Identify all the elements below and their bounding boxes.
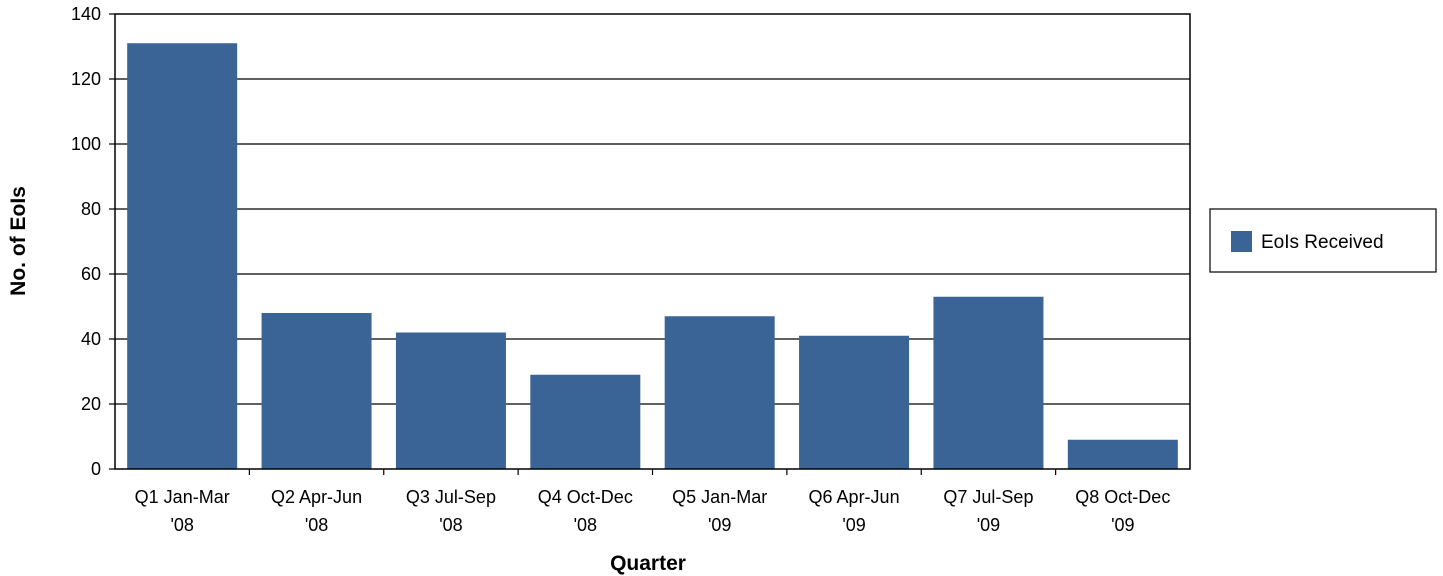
x-tick-label: Q8 Oct-Dec [1075,487,1170,507]
x-tick-label: Q6 Apr-Jun [809,487,900,507]
bar [1067,439,1178,469]
x-tick-label: '09 [1111,515,1134,535]
bar [127,43,238,469]
y-tick-label: 120 [71,69,101,89]
x-tick-label: '09 [842,515,865,535]
x-tick-label: '09 [708,515,731,535]
x-tick-label: Q7 Jul-Sep [943,487,1033,507]
y-tick-label: 0 [91,459,101,479]
x-tick-label: '09 [977,515,1000,535]
x-tick-label: '08 [574,515,597,535]
x-tick-label: '08 [439,515,462,535]
x-tick-label: Q4 Oct-Dec [538,487,633,507]
x-tick-label: Q5 Jan-Mar [672,487,767,507]
bars [127,43,1178,469]
x-tick-label: Q1 Jan-Mar [135,487,230,507]
legend: EoIs Received [1209,208,1437,273]
legend-swatch [1231,231,1252,252]
x-tick-label: '08 [305,515,328,535]
y-axis-title: No. of EoIs [7,186,30,296]
y-tick-label: 100 [71,134,101,154]
x-axis: Q1 Jan-Mar '08 Q2 Apr-Jun '08 Q3 Jul-Sep '08 Q… [135,469,1170,535]
y-tick-label: 140 [71,4,101,24]
legend-label: EoIs Received [1261,232,1384,253]
y-tick-label: 40 [81,329,101,349]
bar [799,335,910,469]
bar [395,332,506,469]
bar [664,316,775,469]
y-tick-label: 80 [81,199,101,219]
x-tick-label: '08 [170,515,193,535]
y-axis: 0 20 40 60 80 100 120 140 [71,4,115,479]
x-tick-label: Q2 Apr-Jun [271,487,362,507]
x-axis-title: Quarter [610,552,686,575]
y-tick-label: 20 [81,394,101,414]
bar [261,313,372,469]
bar [933,296,1044,469]
x-tick-label: Q3 Jul-Sep [406,487,496,507]
bar [530,374,641,469]
y-tick-label: 60 [81,264,101,284]
